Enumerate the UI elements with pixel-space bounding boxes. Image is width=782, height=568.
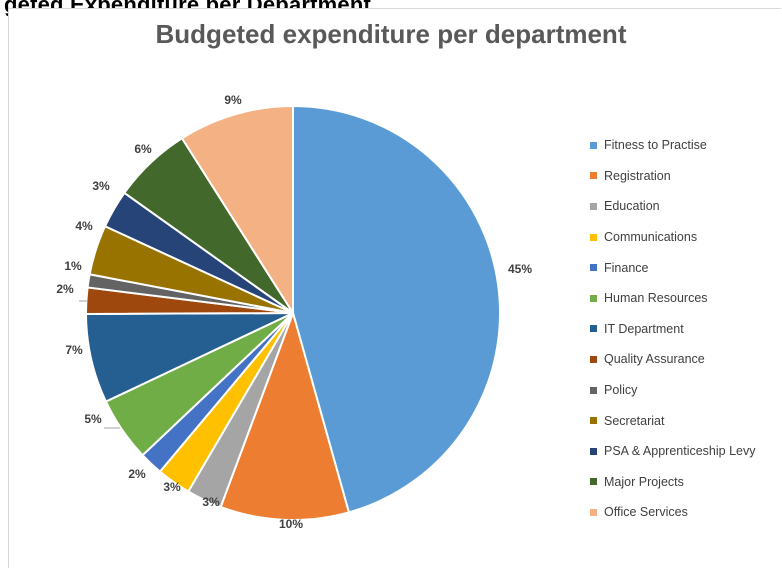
legend-item-policy: Policy — [590, 375, 780, 406]
legend-item-quality-assurance: Quality Assurance — [590, 344, 780, 375]
legend-swatch — [590, 417, 597, 425]
legend-item-registration: Registration — [590, 161, 780, 192]
data-label-registration: 10% — [279, 517, 303, 531]
legend-label: Secretariat — [604, 413, 665, 428]
legend-item-psa-and-apprenticeship-levy: PSA & Apprenticeship Levy — [590, 436, 780, 467]
legend-label: Communications — [604, 230, 698, 245]
legend-swatch — [590, 294, 597, 302]
legend-item-fitness-to-practise: Fitness to Practise — [590, 130, 780, 161]
legend-label: Major Projects — [604, 474, 684, 489]
legend-swatch — [590, 141, 597, 149]
legend-swatch — [590, 478, 597, 486]
legend-label: PSA & Apprenticeship Levy — [604, 444, 756, 459]
legend-label: Finance — [604, 260, 649, 275]
pie-slice-registration — [219, 309, 351, 521]
legend-label: Human Resources — [604, 291, 708, 306]
data-label-education: 3% — [202, 495, 220, 509]
data-label-office-services: 9% — [224, 93, 242, 107]
legend-item-human-resources: Human Resources — [590, 283, 780, 314]
data-label-finance: 2% — [128, 467, 146, 481]
legend-label: Office Services — [604, 505, 688, 520]
legend-item-office-services: Office Services — [590, 497, 780, 528]
legend-label: Policy — [604, 383, 638, 398]
legend-label: Registration — [604, 168, 671, 183]
data-label-it-department: 7% — [65, 343, 83, 357]
legend-item-finance: Finance — [590, 252, 780, 283]
legend-swatch — [590, 233, 597, 241]
legend-swatch — [590, 325, 597, 333]
data-label-human-resources: 5% — [84, 412, 102, 426]
legend-item-communications: Communications — [590, 222, 780, 253]
legend-item-secretariat: Secretariat — [590, 405, 780, 436]
data-label-secretariat: 4% — [75, 219, 93, 233]
data-label-psa-and-apprenticeship-levy: 3% — [92, 179, 110, 193]
legend-swatch — [590, 264, 597, 272]
data-label-communications: 3% — [163, 480, 181, 494]
legend-label: IT Department — [604, 321, 684, 336]
data-label-fitness-to-practise: 45% — [508, 262, 532, 276]
legend-item-major-projects: Major Projects — [590, 467, 780, 498]
legend-swatch — [590, 508, 597, 516]
legend-swatch — [590, 386, 597, 394]
legend-label: Fitness to Practise — [604, 138, 707, 153]
pie-slice-fitness-to-practise — [292, 104, 501, 514]
legend-label: Quality Assurance — [604, 352, 705, 367]
data-label-major-projects: 6% — [134, 142, 152, 156]
data-label-policy: 1% — [64, 259, 82, 273]
legend-item-education: Education — [590, 191, 780, 222]
legend-swatch — [590, 202, 597, 210]
pie-slice-office-services — [180, 104, 294, 317]
chart-legend: Fitness to Practise Registration Education… — [590, 130, 780, 528]
legend-label: Education — [604, 199, 660, 214]
data-label-quality-assurance: 2% — [56, 282, 74, 296]
legend-swatch — [590, 355, 597, 363]
legend-swatch — [590, 172, 597, 180]
legend-item-it-department: IT Department — [590, 314, 780, 345]
legend-swatch — [590, 447, 597, 455]
chart-title: Budgeted expenditure per department — [155, 19, 627, 49]
